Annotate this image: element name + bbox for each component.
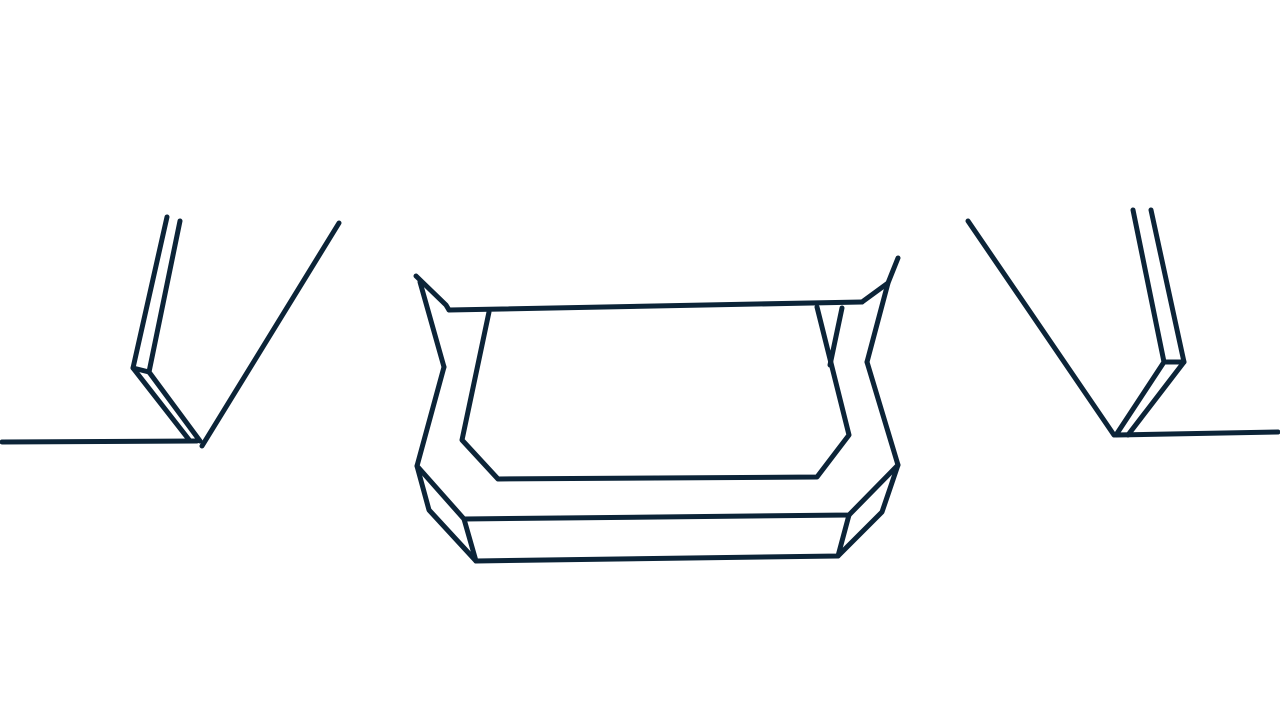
tray-right-flap [859,255,901,305]
left-baseline [0,438,200,445]
right-baseline [1113,429,1280,438]
tray-bottom-band-front [461,512,852,564]
tray-left-upper-side [417,279,447,370]
tray-top-rim [446,299,865,313]
right-corner-shape [965,207,1280,438]
center-tray-shape [413,255,901,564]
left-corner-outer-edge [130,214,193,444]
tray-left-flap [413,273,452,313]
tray-right-upper-side [864,280,891,365]
left-diagonal-line [199,220,342,449]
left-corner-shape [0,214,342,449]
tray-bottom-band-right [835,462,901,559]
left-corner-cap [130,365,152,375]
tray-inner-panel [459,304,852,482]
tray-inner-right-fold [827,305,845,368]
right-diagonal-line [965,218,1117,438]
tray-outer-body [414,359,901,522]
tray-bottom-band-left [414,463,479,564]
